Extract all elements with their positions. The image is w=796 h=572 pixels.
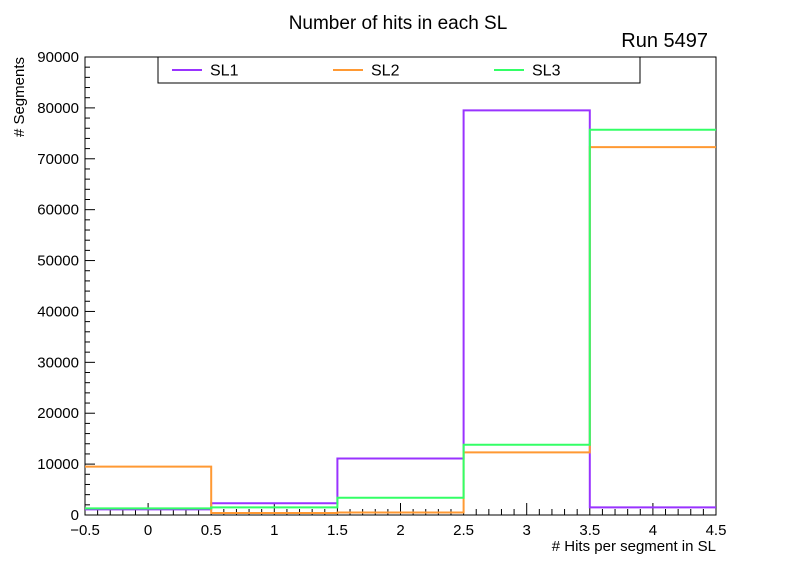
legend-label-SL2: SL2	[371, 63, 400, 80]
y-tick-label: 90000	[37, 49, 79, 66]
x-tick-label: 4.5	[706, 522, 727, 539]
x-tick-label: 0	[144, 522, 152, 539]
y-tick-label: 30000	[37, 354, 79, 371]
x-tick-label: 0.5	[201, 522, 222, 539]
y-tick-label: 70000	[37, 151, 79, 168]
x-tick-label: 2	[396, 522, 404, 539]
legend-box	[157, 56, 641, 84]
y-tick-label: 60000	[37, 202, 79, 219]
legend-label-SL1: SL1	[210, 63, 239, 80]
y-tick-label: 0	[71, 507, 79, 524]
series-line-SL1	[85, 109, 716, 511]
x-tick-label: 4	[649, 522, 657, 539]
chart-title: Number of hits in each SL	[289, 13, 508, 34]
y-tick-label: 10000	[37, 456, 79, 473]
x-tick-label: 1	[270, 522, 278, 539]
plot-frame	[84, 56, 717, 516]
x-axis-title: # Hits per segment in SL	[552, 538, 716, 555]
y-tick-label: 40000	[37, 303, 79, 320]
x-tick-label: 3.5	[579, 522, 600, 539]
x-tick-label: −0.5	[70, 522, 100, 539]
x-tick-label: 2.5	[453, 522, 474, 539]
y-axis-title: # Segments	[11, 57, 28, 137]
x-tick-label: 1.5	[327, 522, 348, 539]
legend-label-SL3: SL3	[532, 63, 561, 80]
run-number-label: Run 5497	[621, 30, 708, 52]
series-line-SL3	[85, 128, 716, 510]
x-tick-label: 3	[523, 522, 531, 539]
plot-area: 0 10000 20000 30000 40000 50000 60000 70000 8000…	[37, 49, 726, 539]
y-tick-label: 80000	[37, 100, 79, 117]
y-tick-label: 20000	[37, 405, 79, 422]
y-tick-label: 50000	[37, 253, 79, 270]
